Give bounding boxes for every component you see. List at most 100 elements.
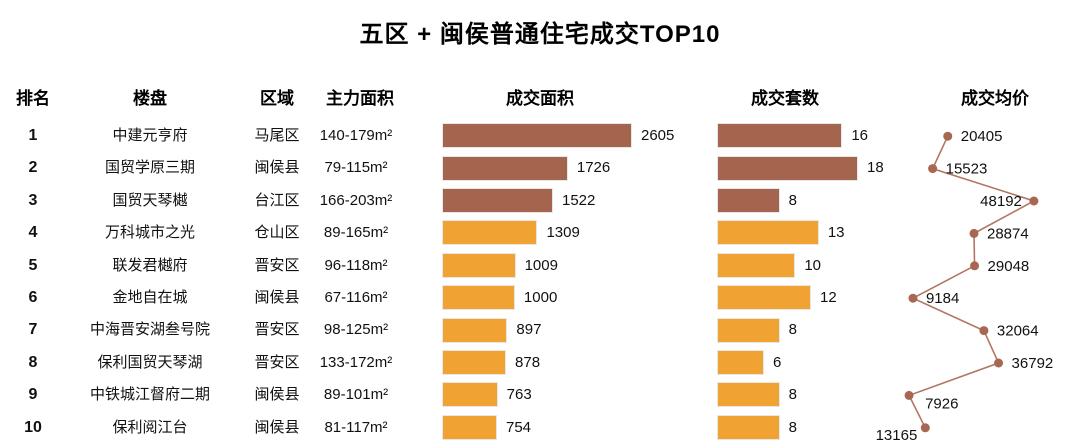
column-header-name: 楼盘 (133, 89, 167, 108)
price-value: 7926 (925, 395, 958, 412)
price-marker (943, 131, 953, 141)
main-area-cell: 166-203m² (319, 191, 393, 209)
sold-area-value: 1009 (524, 256, 558, 274)
table-row: 6 金地自在城 闽侯县 67-116m² 1000 12 (0, 282, 1080, 314)
units-bar (717, 155, 858, 181)
price-value: 48192 (980, 193, 1022, 210)
table-row: 2 国贸学原三期 闽侯县 79-115m² 1726 18 (0, 152, 1080, 184)
main-area-cell: 89-165m² (323, 224, 389, 242)
sold-area-bar (442, 349, 507, 375)
main-area-cell: 67-116m² (324, 288, 388, 306)
property-name-cell: 中铁城江督府二期 (89, 386, 210, 404)
district-cell: 晋安区 (254, 321, 300, 339)
units-value: 12 (820, 288, 837, 306)
rank-cell: 7 (28, 321, 38, 339)
property-name-cell: 中建元亨府 (112, 127, 188, 144)
table-row: 1 中建元亨府 马尾区 140-179m² 2605 16 (0, 120, 1080, 152)
units-bar (717, 187, 780, 213)
district-cell: 晋安区 (254, 256, 300, 274)
property-name-cell: 万科城市之光 (104, 224, 195, 242)
ranking-table: 1 中建元亨府 马尾区 140-179m² 2605 16 2 国贸学原三期 闽侯县 79-115… (0, 120, 1080, 444)
rank-cell: 1 (28, 127, 38, 144)
price-marker (908, 293, 918, 303)
units-bar (717, 252, 796, 278)
sold-area-value: 878 (515, 353, 541, 371)
column-header-rank: 排名 (16, 89, 50, 108)
district-cell: 晋安区 (254, 353, 300, 371)
sold-area-value: 1522 (562, 191, 596, 209)
sold-area-bar (442, 285, 515, 311)
sold-area-bar (442, 414, 497, 440)
district-cell: 闽侯县 (254, 418, 300, 436)
sold-area-bar (442, 187, 553, 213)
price-marker (970, 261, 980, 271)
price-value: 15523 (946, 161, 988, 178)
price-value: 13165 (876, 427, 918, 444)
price-marker (1029, 196, 1039, 206)
sold-area-value: 1309 (546, 224, 580, 242)
sold-area-value: 754 (505, 418, 532, 436)
column-header-units: 成交套数 (751, 89, 819, 108)
units-value: 13 (827, 224, 845, 242)
table-row: 10 保利阅江台 闽侯县 81-117m² 754 8 (0, 412, 1080, 444)
table-row: 4 万科城市之光 仓山区 89-165m² 1309 13 (0, 217, 1080, 249)
units-bar (717, 349, 764, 375)
price-marker (979, 326, 989, 336)
price-value: 36792 (1012, 355, 1054, 372)
rank-cell: 2 (28, 159, 38, 177)
sold-area-value: 763 (506, 386, 532, 404)
column-header-area: 主力面积 (326, 89, 394, 108)
sold-area-bar (442, 252, 516, 278)
units-bar (717, 317, 780, 343)
district-cell: 台江区 (254, 191, 300, 209)
rank-cell: 10 (24, 418, 42, 436)
main-area-cell: 79-115m² (324, 159, 388, 177)
property-name-cell: 中海晋安湖叁号院 (89, 321, 210, 339)
units-value: 8 (788, 386, 797, 404)
price-marker (969, 228, 979, 238)
district-cell: 马尾区 (254, 127, 300, 144)
property-name-cell: 联发君樾府 (112, 256, 188, 274)
rank-cell: 4 (28, 224, 38, 242)
units-bar (717, 220, 819, 246)
property-name-cell: 保利阅江台 (112, 418, 188, 436)
column-header-price: 成交均价 (961, 89, 1029, 108)
rank-cell: 8 (28, 353, 38, 371)
units-value: 16 (851, 127, 869, 144)
price-marker (904, 390, 914, 400)
district-cell: 闽侯县 (254, 288, 300, 306)
main-area-cell: 140-179m² (319, 127, 393, 144)
sold-area-bar (442, 220, 538, 246)
main-area-cell: 89-101m² (323, 386, 389, 404)
table-row: 3 国贸天琴樾 台江区 166-203m² 1522 8 (0, 185, 1080, 217)
property-name-cell: 保利国贸天琴湖 (97, 353, 203, 371)
units-bar (717, 285, 811, 311)
main-area-cell: 96-118m² (324, 256, 388, 274)
price-value: 9184 (926, 290, 959, 307)
units-value: 10 (804, 256, 822, 274)
table-row: 9 中铁城江督府二期 闽侯县 89-101m² 763 8 (0, 379, 1080, 411)
column-header-district: 区域 (260, 89, 294, 108)
sold-area-value: 1000 (523, 288, 558, 306)
sold-area-bar (442, 155, 568, 181)
main-area-cell: 98-125m² (323, 321, 389, 339)
price-line (907, 135, 1036, 429)
sold-area-bar (442, 382, 498, 408)
property-name-cell: 国贸学原三期 (104, 159, 195, 177)
price-value: 32064 (997, 323, 1039, 340)
district-cell: 闽侯县 (254, 386, 300, 404)
district-cell: 闽侯县 (254, 159, 300, 177)
units-bar (717, 414, 780, 440)
sold-area-value: 897 (516, 321, 542, 339)
price-value: 29048 (988, 258, 1030, 275)
table-row: 5 联发君樾府 晋安区 96-118m² 1009 10 (0, 250, 1080, 282)
rank-cell: 6 (28, 288, 38, 306)
main-area-cell: 133-172m² (319, 353, 393, 371)
units-value: 6 (773, 353, 782, 371)
sold-area-bar (442, 123, 632, 149)
sold-area-bar (442, 317, 508, 343)
rank-cell: 9 (28, 386, 38, 404)
units-bar (717, 382, 780, 408)
main-area-cell: 81-117m² (324, 418, 388, 436)
rank-cell: 5 (28, 256, 38, 274)
